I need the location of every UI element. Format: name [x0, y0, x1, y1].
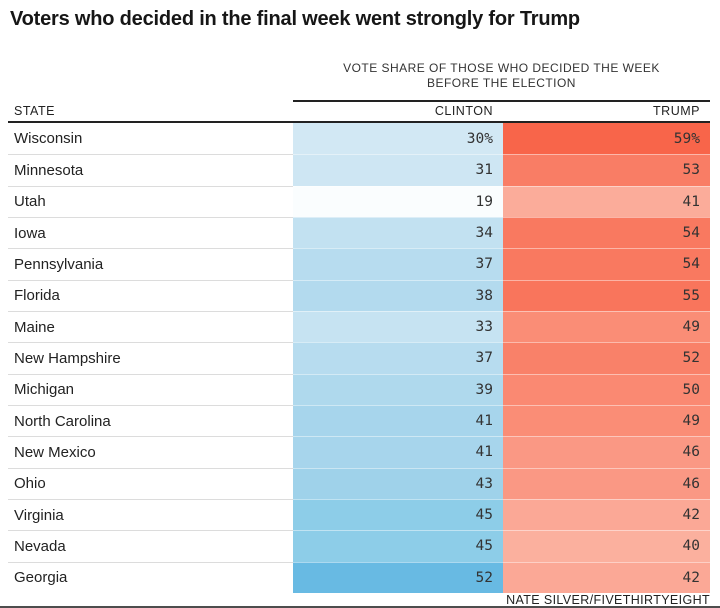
clinton-cell: 30%: [293, 123, 503, 155]
clinton-cell: 31: [293, 154, 503, 186]
trump-cell: 55: [503, 279, 710, 311]
table-body: Wisconsin 30% 59% Minnesota 31 53 Utah 1…: [8, 121, 710, 593]
state-cell: North Carolina: [8, 404, 293, 437]
trump-cell: 50: [503, 373, 710, 405]
table-row: Nevada 45 40: [8, 530, 710, 562]
column-header-trump: TRUMP: [653, 104, 700, 118]
column-group-header: VOTE SHARE OF THOSE WHO DECIDED THE WEEK…: [293, 61, 710, 91]
trump-cell: 49: [503, 404, 710, 437]
table-row: New Hampshire 37 52: [8, 342, 710, 374]
table-row: Michigan 39 50: [8, 373, 710, 405]
clinton-cell: 19: [293, 185, 503, 217]
bottom-border: [0, 606, 720, 608]
state-cell: Michigan: [8, 373, 293, 405]
state-cell: Minnesota: [8, 154, 293, 186]
table-row: Virginia 45 42: [8, 498, 710, 531]
state-cell: Maine: [8, 310, 293, 343]
trump-cell: 46: [503, 467, 710, 499]
state-cell: Virginia: [8, 498, 293, 531]
trump-cell: 49: [503, 310, 710, 343]
clinton-cell: 38: [293, 279, 503, 311]
state-cell: Iowa: [8, 216, 293, 249]
table-row: Iowa 34 54: [8, 216, 710, 249]
trump-cell: 54: [503, 216, 710, 249]
clinton-cell: 43: [293, 467, 503, 499]
trump-cell: 53: [503, 154, 710, 186]
group-header-line2: BEFORE THE ELECTION: [427, 76, 576, 90]
state-cell: Wisconsin: [8, 123, 293, 155]
state-cell: Florida: [8, 279, 293, 311]
clinton-cell: 37: [293, 342, 503, 374]
table-row: Pennsylvania 37 54: [8, 248, 710, 280]
clinton-cell: 41: [293, 436, 503, 468]
column-header-clinton: CLINTON: [434, 104, 493, 118]
group-header-rule: [293, 100, 710, 102]
clinton-cell: 52: [293, 561, 503, 593]
trump-cell: 41: [503, 185, 710, 217]
state-cell: Utah: [8, 185, 293, 217]
clinton-cell: 41: [293, 404, 503, 437]
source-credit: NATE SILVER/FIVETHIRTYEIGHT: [506, 593, 710, 607]
column-header-row: STATE CLINTON TRUMP: [8, 104, 710, 121]
table-row: Maine 33 49: [8, 310, 710, 343]
trump-cell: 40: [503, 530, 710, 562]
table-row: Ohio 43 46: [8, 467, 710, 499]
table-row: Georgia 52 42: [8, 561, 710, 593]
group-header-line1: VOTE SHARE OF THOSE WHO DECIDED THE WEEK: [343, 61, 660, 75]
clinton-cell: 34: [293, 216, 503, 249]
trump-cell: 54: [503, 248, 710, 280]
state-cell: New Hampshire: [8, 342, 293, 374]
table-row: Florida 38 55: [8, 279, 710, 311]
state-cell: Georgia: [8, 561, 293, 593]
clinton-cell: 45: [293, 530, 503, 562]
clinton-cell: 45: [293, 498, 503, 531]
table-row: North Carolina 41 49: [8, 404, 710, 437]
table-row: Wisconsin 30% 59%: [8, 123, 710, 155]
page-title: Voters who decided in the final week wen…: [10, 8, 580, 30]
trump-cell: 42: [503, 561, 710, 593]
trump-cell: 42: [503, 498, 710, 531]
table-row: Minnesota 31 53: [8, 154, 710, 186]
column-header-state: STATE: [14, 104, 55, 118]
table-row: New Mexico 41 46: [8, 436, 710, 468]
state-cell: Pennsylvania: [8, 248, 293, 280]
trump-cell: 46: [503, 436, 710, 468]
trump-cell: 52: [503, 342, 710, 374]
clinton-cell: 37: [293, 248, 503, 280]
table-row: Utah 19 41: [8, 185, 710, 217]
state-cell: Nevada: [8, 530, 293, 562]
clinton-cell: 39: [293, 373, 503, 405]
state-cell: New Mexico: [8, 436, 293, 468]
state-cell: Ohio: [8, 467, 293, 499]
clinton-cell: 33: [293, 310, 503, 343]
trump-cell: 59%: [503, 123, 710, 155]
